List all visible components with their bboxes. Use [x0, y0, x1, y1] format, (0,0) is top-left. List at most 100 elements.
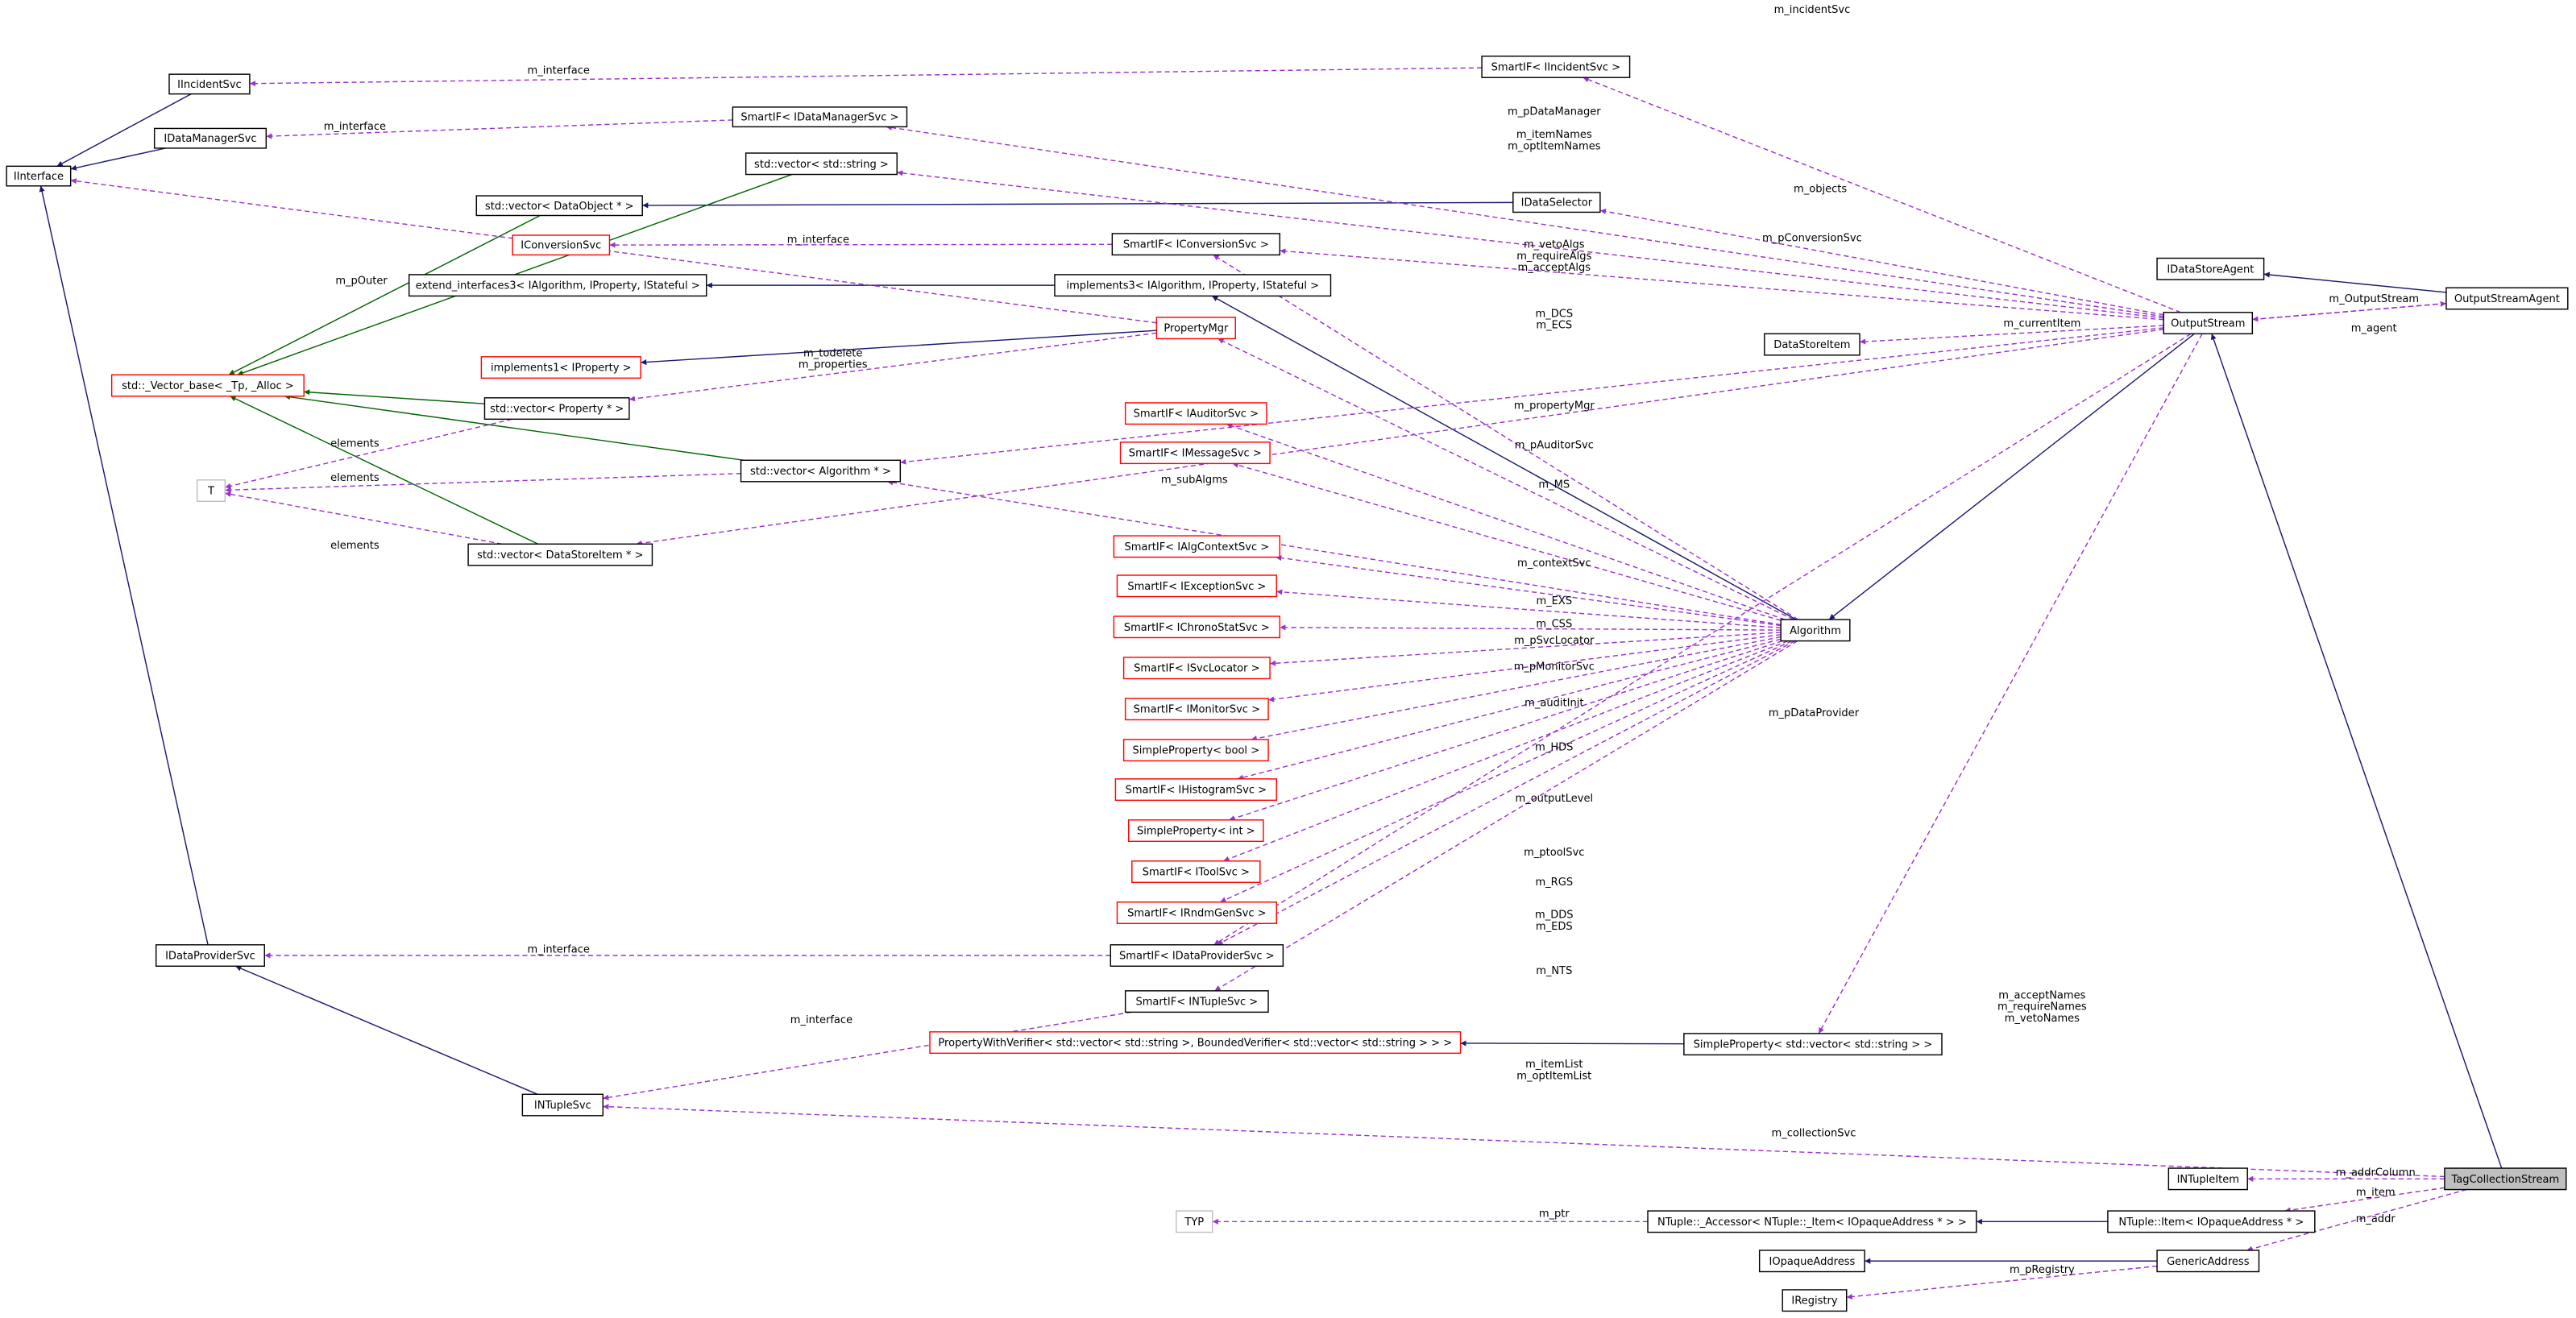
edge-label: m_DCS [1535, 308, 1573, 320]
class-name: IRegistry [1791, 1295, 1837, 1308]
edge-label: m_currentItem [2003, 318, 2080, 330]
class-name: SmartIF< IIncidentSvc > [1491, 61, 1620, 73]
class-name: IInterface [14, 171, 64, 183]
class-node [480, 356, 641, 379]
edge-label: m_itemNames [1516, 129, 1592, 141]
edge-label: m_pOuter [335, 276, 388, 288]
edge [1232, 462, 1782, 621]
class-node [1116, 901, 1277, 924]
edge-label: m_HDS [1535, 742, 1573, 754]
class-name: IDataStoreAgent [2167, 263, 2254, 276]
class-node [1512, 192, 1601, 213]
edge-label: m_MS [1538, 479, 1570, 491]
class-node [1122, 739, 1269, 762]
class-name: IDataManagerSvc [164, 133, 256, 145]
edge-label: m_interface [790, 1014, 852, 1026]
edge [1229, 640, 1783, 822]
edge-label: m_interface [528, 943, 590, 955]
class-name: INTupleItem [2177, 1174, 2239, 1186]
class-node [1119, 441, 1271, 465]
class-name: IDataSelector [1521, 197, 1593, 209]
class-node [740, 459, 902, 483]
edge [603, 1011, 1132, 1100]
class-name: OutputStream [2171, 318, 2245, 330]
edge-label: m_EDS [1536, 921, 1573, 933]
edge [1846, 1265, 2158, 1300]
edge-label: m_itemList [1525, 1059, 1583, 1071]
edge-label: m_ECS [1536, 320, 1572, 332]
class-node [1782, 1289, 1848, 1312]
edge-label: m_pConversionSvc [1762, 233, 1862, 245]
edge-label: m_optItemList [1516, 1070, 1591, 1082]
edge-label: m_collectionSvc [1772, 1128, 1856, 1140]
edge [225, 473, 741, 493]
class-node [1155, 317, 1236, 340]
edge-label: m_objects [1794, 183, 1847, 195]
edge [266, 119, 733, 139]
class-node [2444, 1167, 2567, 1191]
edge-label: m_pMonitorSvc [1514, 661, 1595, 674]
edge [641, 330, 1157, 366]
edge [1267, 634, 1782, 703]
class-name: SmartIF< IMessageSvc > [1129, 448, 1262, 460]
class-name: OutputStreamAgent [2454, 293, 2560, 305]
class-node [1764, 333, 1860, 356]
class-name: SmartIF< ISvcLocator > [1134, 663, 1259, 675]
class-node [929, 1031, 1462, 1055]
class-name: IIncidentSvc [177, 79, 242, 91]
class-node [512, 234, 611, 256]
edge [39, 185, 209, 945]
edge [1276, 555, 1782, 627]
edge-label: m_ptoolSvc [1524, 847, 1584, 859]
edge-label: m_pDataProvider [1769, 707, 1860, 719]
class-node [1054, 274, 1332, 297]
edge [1211, 295, 1797, 620]
edge [900, 327, 2164, 465]
class-name: SmartIF< IExceptionSvc > [1127, 581, 1266, 593]
edge-label: m_acceptAlgs [1518, 262, 1591, 274]
edge [2284, 1187, 2445, 1213]
edge-label: m_todelete [803, 347, 862, 359]
class-node [168, 73, 251, 95]
class-node [155, 944, 265, 967]
edge [230, 396, 538, 545]
class-node [110, 374, 305, 397]
class-name: SmartIF< IDataProviderSvc > [1119, 951, 1275, 963]
edge-label: m_vetoAlgs [1524, 239, 1585, 251]
edge [897, 170, 2164, 319]
edge-label: m_NTS [1536, 965, 1572, 977]
edge [2210, 334, 2503, 1169]
class-node [196, 479, 226, 502]
class-node [1758, 1250, 1865, 1273]
edge-label: m_subAlgms [1161, 474, 1228, 486]
class-node [1176, 1210, 1213, 1233]
class-name: SmartIF< IHistogramSvc > [1126, 785, 1267, 797]
edge [1859, 325, 2164, 345]
edge-label: m_contextSvc [1517, 557, 1591, 570]
edge [1818, 333, 2203, 1034]
edge-label: m_RGS [1535, 877, 1573, 889]
edge-label: m_OutputStream [2329, 293, 2419, 305]
edge-label: m_EXS [1536, 595, 1572, 607]
class-name: SmartIF< IDataManagerSvc > [740, 112, 898, 124]
edge-label: m_vetoNames [2005, 1013, 2080, 1025]
edge-label: m_optItemNames [1508, 140, 1601, 152]
edge [1213, 254, 1799, 620]
class-node [475, 195, 643, 217]
edge-label: m_addr [2356, 1213, 2396, 1225]
class-node [483, 397, 630, 421]
class-node [1124, 698, 1269, 721]
class-node [1128, 819, 1264, 843]
class-name: std::vector< Algorithm * > [750, 466, 891, 478]
class-node [1116, 574, 1277, 598]
edge [284, 394, 745, 461]
class-name: TagCollectionStream [2450, 1174, 2559, 1186]
class-name: std::_Vector_base< _Tp, _Alloc > [122, 380, 294, 392]
edge [304, 389, 485, 404]
edge [1270, 632, 1782, 666]
edge-label: m_CSS [1536, 619, 1572, 631]
edge [1460, 1040, 1684, 1047]
edge-label: m_requireAlgs [1516, 251, 1591, 263]
